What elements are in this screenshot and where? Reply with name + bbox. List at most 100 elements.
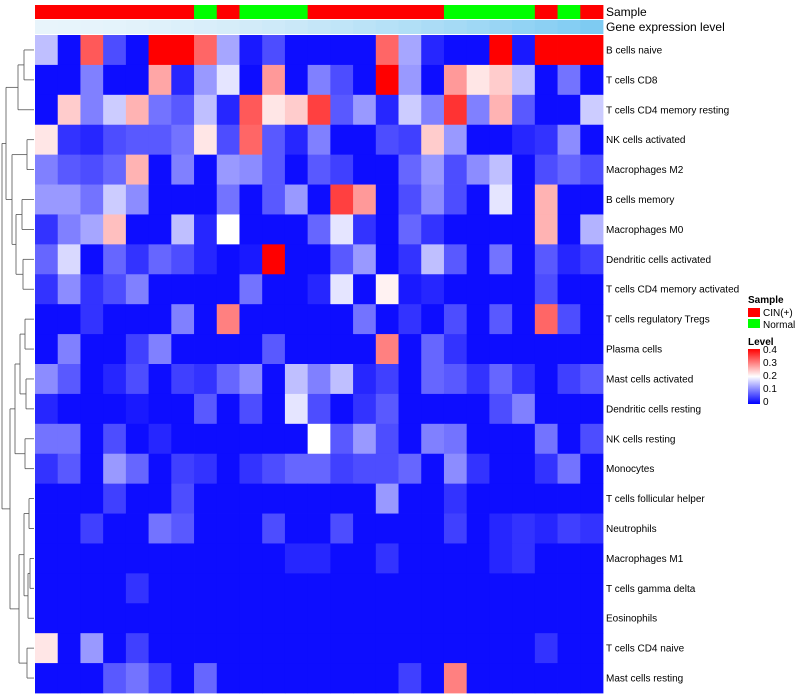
heatmap-cell (398, 244, 422, 275)
heatmap-cell (171, 364, 195, 395)
heatmap-cell (125, 393, 149, 425)
heatmap-cell (239, 663, 263, 694)
heatmap-cell (580, 184, 604, 215)
heatmap-cell (398, 633, 422, 664)
heatmap-cell (557, 573, 581, 604)
heatmap-cell (534, 154, 558, 185)
heatmap-cell (216, 214, 240, 245)
heatmap-cell (216, 94, 240, 126)
heatmap-cell (353, 603, 377, 634)
heatmap-cell (57, 513, 81, 544)
heatmap-cell (466, 64, 490, 96)
expression-annotation-cell (80, 20, 104, 34)
heatmap-cell (512, 364, 536, 395)
heatmap-cell (35, 304, 59, 335)
heatmap-cell (443, 603, 468, 634)
heatmap-cell (284, 603, 309, 634)
heatmap-cell (148, 64, 172, 96)
heatmap-cell (375, 244, 399, 275)
heatmap-cell (262, 214, 286, 245)
heatmap-cell (421, 214, 445, 245)
heatmap-cell (57, 453, 81, 485)
heatmap-cell (262, 663, 286, 694)
heatmap-cell (443, 64, 468, 96)
heatmap-cell (194, 35, 218, 66)
heatmap-cell (375, 663, 399, 694)
heatmap-cell (103, 483, 127, 514)
heatmap-cell (262, 513, 286, 544)
heatmap-cell (194, 453, 218, 485)
heatmap-cell (557, 423, 581, 455)
heatmap-cell (194, 393, 218, 425)
heatmap-cell (103, 94, 127, 126)
heatmap-cell (443, 35, 468, 66)
heatmap-cell (307, 244, 331, 275)
heatmap-cell (284, 423, 309, 455)
heatmap-cell (194, 513, 218, 544)
expression-annotation-cell (398, 20, 422, 34)
heatmap-cell (148, 154, 172, 185)
heatmap-cell (466, 513, 490, 544)
heatmap-cell (216, 154, 240, 185)
heatmap-cell (466, 453, 490, 485)
heatmap-cell (489, 94, 513, 126)
heatmap-cell (421, 393, 445, 425)
heatmap-cell (443, 573, 468, 604)
row-dendrogram (1, 49, 34, 679)
heatmap-cell (284, 453, 309, 485)
heatmap-cell (35, 543, 59, 574)
heatmap-cell (194, 304, 218, 335)
sample-annotation-cell (307, 5, 331, 19)
heatmap-cell (466, 35, 490, 66)
heatmap-cell (512, 214, 536, 245)
heatmap-cell (148, 543, 172, 574)
heatmap-cell (194, 214, 218, 245)
heatmap-cell (125, 214, 149, 245)
expression-annotation-cell (534, 20, 558, 34)
row-label: Macrophages M2 (606, 165, 684, 176)
heatmap-cell (330, 423, 354, 455)
heatmap-cell (443, 274, 468, 305)
heatmap-cell (466, 423, 490, 455)
heatmap-cell (534, 573, 558, 604)
sample-annotation-cell (534, 5, 558, 19)
heatmap-cell (512, 633, 536, 664)
heatmap-cell (80, 393, 104, 425)
heatmap-cell (489, 334, 513, 365)
expression-annotation-cell (194, 20, 218, 34)
heatmap-cell (353, 543, 377, 574)
heatmap-cell (194, 274, 218, 305)
heatmap-cell (512, 244, 536, 275)
heatmap-cell (148, 334, 172, 365)
heatmap-cell (330, 184, 354, 215)
sample-annotation-cell (353, 5, 377, 19)
heatmap-cell (103, 663, 127, 694)
heatmap-cell (194, 244, 218, 275)
heatmap-cell (171, 334, 195, 365)
heatmap-cell (307, 334, 331, 365)
heatmap-cell (466, 304, 490, 335)
heatmap-cell (57, 334, 81, 365)
heatmap-cell (262, 304, 286, 335)
heatmap-cell (125, 453, 149, 485)
heatmap-cell (262, 633, 286, 664)
heatmap-cell (375, 94, 399, 126)
heatmap-cell (580, 633, 604, 664)
heatmap-cell (103, 184, 127, 215)
heatmap-cell (125, 64, 149, 96)
heatmap-cell (307, 423, 331, 455)
heatmap-cell (421, 603, 445, 634)
sample-annotation-cell (284, 5, 309, 19)
heatmap-cell (262, 393, 286, 425)
expression-annotation-cell (330, 20, 354, 34)
sample-annotation-cell (421, 5, 445, 19)
sample-annotation-cell (239, 5, 263, 19)
heatmap-cell (80, 214, 104, 245)
heatmap-cell (284, 94, 309, 126)
heatmap-cell (421, 663, 445, 694)
legend-normal-swatch (748, 319, 760, 328)
heatmap-cell (375, 64, 399, 96)
heatmap-cell (443, 94, 468, 126)
sample-annotation-cell (262, 5, 286, 19)
heatmap-cell (216, 453, 240, 485)
